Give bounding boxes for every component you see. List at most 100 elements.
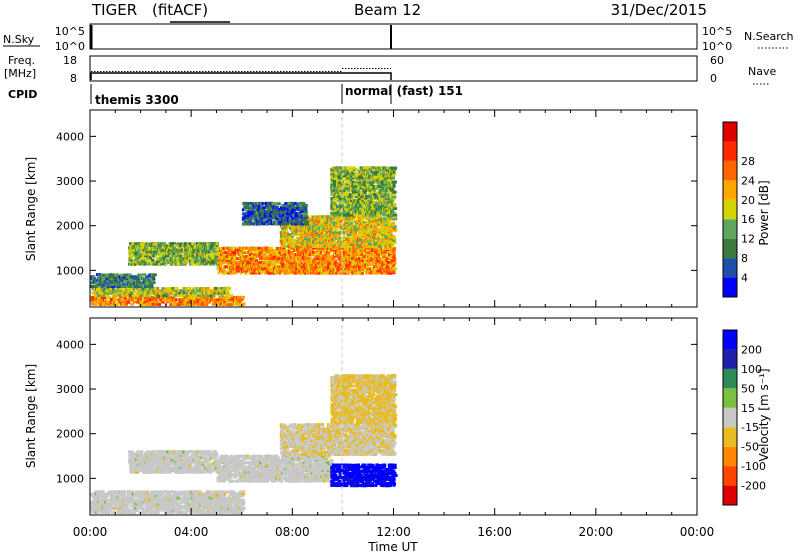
- echo-cell: [332, 221, 335, 225]
- echo-cell: [203, 258, 207, 262]
- echo-cell: [385, 209, 389, 213]
- echo-cell: [369, 168, 374, 172]
- echo-cell: [391, 256, 394, 260]
- echo-cell: [178, 246, 184, 250]
- echo-cell: [392, 236, 396, 240]
- echo-cell: [254, 271, 258, 275]
- colorbar-segment: [723, 199, 737, 220]
- echo-cell: [321, 271, 324, 275]
- echo-cell: [178, 244, 182, 248]
- echo-cell: [330, 231, 334, 235]
- echo-cell: [255, 204, 260, 207]
- echo-cell: [301, 250, 305, 254]
- echo-cell: [206, 293, 209, 297]
- echo-cell: [302, 265, 306, 269]
- echo-cell: [328, 248, 331, 252]
- echo-cell: [268, 255, 271, 259]
- echo-cell: [201, 254, 204, 258]
- echo-cell: [228, 248, 233, 252]
- echo-cell: [155, 289, 159, 293]
- echo-cell: [128, 275, 131, 279]
- echo-cell: [353, 186, 356, 190]
- echo-cell: [377, 197, 380, 201]
- echo-cell: [337, 221, 342, 225]
- echo-cell: [132, 277, 136, 281]
- echo-cell: [132, 287, 135, 291]
- echo-cell: [206, 286, 211, 290]
- echo-cell: [293, 232, 297, 236]
- echo-cell: [359, 203, 362, 207]
- echo-cell: [319, 248, 323, 252]
- echo-cell: [267, 203, 272, 207]
- echo-cell: [152, 277, 156, 281]
- echo-cell: [141, 262, 145, 266]
- echo-cell: [133, 244, 136, 248]
- echo-cell: [324, 217, 329, 221]
- echo-cell: [332, 178, 338, 182]
- echo-cell: [370, 229, 374, 233]
- echo-cell: [228, 257, 233, 260]
- echo-cell: [122, 282, 127, 286]
- echo-cell: [302, 239, 305, 242]
- echo-cell: [259, 261, 262, 265]
- echo-cell: [179, 262, 184, 266]
- echo-cell: [132, 289, 136, 293]
- echo-cell: [137, 279, 141, 283]
- echo-cell: [153, 287, 156, 291]
- echo-cell: [363, 199, 367, 203]
- echo-cell: [372, 168, 376, 172]
- echo-cell: [100, 494, 105, 498]
- echo-cell: [326, 240, 332, 244]
- echo-cell: [363, 178, 367, 182]
- echo-cell: [236, 257, 240, 261]
- echo-cell: [220, 267, 223, 271]
- echo-cell: [103, 295, 107, 299]
- echo-cell: [338, 271, 344, 275]
- echo-cell: [354, 244, 358, 248]
- echo-cell: [167, 250, 170, 254]
- echo-cell: [108, 287, 114, 291]
- echo-cell: [383, 240, 389, 244]
- echo-cell: [242, 249, 245, 253]
- echo-cell: [380, 207, 384, 211]
- echo-cell: [258, 271, 261, 275]
- echo-cell: [283, 216, 286, 219]
- echo-cell: [282, 222, 285, 226]
- echo-cell: [386, 227, 391, 231]
- echo-cell: [233, 250, 236, 254]
- echo-cell: [207, 291, 210, 295]
- echo-cell: [299, 271, 304, 275]
- echo-cell: [130, 258, 133, 262]
- echo-cell: [178, 252, 181, 256]
- echo-cell: [170, 248, 175, 252]
- echo-cell: [359, 259, 362, 263]
- echo-cell: [376, 207, 379, 211]
- colorbar-segment: [723, 180, 737, 200]
- echo-cell: [382, 188, 386, 192]
- echo-cell: [154, 298, 158, 302]
- echo-cell: [354, 233, 357, 237]
- echo-cell: [118, 300, 124, 304]
- echo-cell: [388, 189, 392, 193]
- echo-cell: [315, 267, 319, 271]
- echo-cell: [247, 202, 253, 205]
- echo-cell: [337, 194, 341, 198]
- echo-cell: [332, 209, 337, 213]
- echo-cell: [392, 213, 398, 217]
- echo-cell: [174, 254, 177, 258]
- echo-cell: [166, 244, 170, 248]
- echo-cell: [160, 296, 164, 299]
- echo-cell: [292, 201, 296, 205]
- cpid-right-label: normal (fast) 151: [345, 84, 463, 98]
- echo-cell: [339, 219, 343, 223]
- echo-cell: [304, 227, 307, 231]
- echo-cell: [236, 265, 239, 269]
- echo-cell: [156, 258, 161, 262]
- echo-cell: [303, 271, 309, 275]
- echo-cell: [314, 253, 317, 257]
- echo-cell: [353, 248, 356, 252]
- echo-cell: [137, 256, 141, 260]
- echo-cell: [333, 238, 336, 242]
- echo-cell: [366, 188, 369, 192]
- echo-cell: [342, 230, 348, 234]
